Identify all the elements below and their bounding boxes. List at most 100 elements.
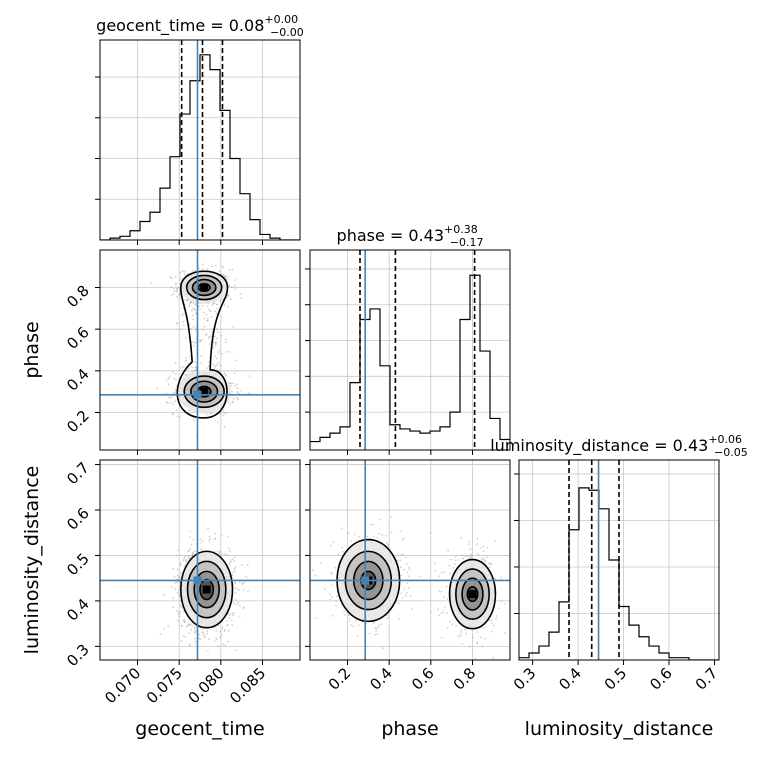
sample-point	[177, 574, 179, 577]
sample-point	[234, 279, 236, 281]
sample-point	[179, 564, 182, 566]
sample-point	[217, 351, 220, 354]
sample-point	[200, 548, 203, 551]
sample-point	[405, 592, 408, 594]
sample-point	[230, 619, 233, 622]
sample-point	[401, 597, 404, 599]
sample-point	[207, 337, 210, 340]
sample-point	[177, 619, 180, 622]
sample-point	[178, 593, 180, 596]
sample-point	[201, 539, 204, 542]
sample-point	[180, 366, 183, 369]
sample-point	[214, 640, 217, 643]
sample-point	[217, 645, 219, 647]
sample-point	[484, 637, 487, 640]
density-peak	[202, 585, 211, 594]
sample-point	[215, 312, 218, 315]
sample-point	[181, 270, 184, 273]
sample-point	[176, 554, 179, 557]
sample-point	[176, 415, 179, 418]
sample-point	[223, 273, 225, 276]
sample-point	[248, 375, 251, 377]
sample-point	[224, 275, 227, 278]
sample-point	[201, 263, 204, 266]
sample-point	[408, 568, 411, 570]
y-tick-label: 0.6	[63, 323, 93, 353]
title-value: phase = 0.43	[337, 226, 444, 245]
x-tick-label: 0.4	[555, 664, 585, 694]
sample-point	[165, 401, 168, 403]
sample-point	[344, 614, 346, 616]
sample-point	[177, 613, 180, 616]
sample-point	[194, 309, 197, 312]
sample-point	[228, 547, 230, 550]
sample-point	[199, 308, 201, 311]
y-axis-luminosity_distance: 0.3 0.4 0.5 0.6 0.7 luminosity_distance	[21, 459, 100, 670]
sample-point	[229, 382, 232, 385]
sample-point	[219, 550, 222, 553]
sample-point	[234, 566, 237, 569]
sample-point	[178, 293, 181, 296]
sample-point	[368, 632, 371, 635]
sample-point	[221, 628, 224, 630]
sample-point	[182, 324, 185, 327]
sample-point	[172, 596, 175, 599]
sample-point	[215, 629, 218, 632]
sample-point	[223, 425, 226, 428]
sample-point	[188, 355, 191, 357]
sample-point	[190, 629, 193, 631]
sample-point	[493, 577, 496, 580]
sample-point	[213, 302, 216, 305]
sample-point	[234, 587, 237, 590]
sample-point	[229, 550, 232, 553]
contour-level-0	[199, 578, 215, 601]
sample-point	[226, 294, 229, 297]
sample-point	[247, 590, 249, 593]
sample-point	[488, 566, 491, 569]
sample-point	[443, 606, 446, 608]
sample-point	[199, 538, 202, 541]
sample-point	[231, 268, 234, 271]
sample-point	[191, 370, 193, 373]
sample-point	[460, 631, 463, 633]
title-minus: −0.05	[714, 446, 748, 459]
sample-point	[504, 632, 506, 635]
sample-point	[174, 362, 177, 364]
sample-point	[163, 627, 166, 630]
sample-point	[476, 543, 478, 546]
sample-point	[232, 398, 235, 400]
sample-point	[225, 374, 227, 377]
sample-point	[189, 536, 192, 538]
sample-point	[189, 644, 191, 647]
sample-point	[167, 377, 170, 380]
sample-point	[447, 549, 449, 552]
sample-point	[337, 553, 340, 556]
sample-point	[167, 625, 170, 628]
sample-point	[227, 305, 229, 308]
sample-point	[176, 287, 179, 290]
sample-point	[454, 555, 457, 558]
sample-point	[221, 353, 223, 355]
sample-point	[229, 298, 232, 301]
sample-point	[175, 610, 178, 612]
sample-point	[468, 540, 471, 543]
sample-point	[194, 304, 197, 306]
sample-point	[226, 554, 229, 557]
sample-point	[242, 607, 245, 609]
sample-point	[232, 612, 235, 615]
sample-point	[199, 638, 202, 641]
sample-point	[234, 384, 237, 387]
y-tick-label: 0.5	[63, 550, 93, 580]
x-axis-luminosity_distance: 0.3 0.4 0.5 0.6 0.7 luminosity_distance	[510, 660, 721, 740]
sample-point	[194, 637, 196, 640]
sample-point	[240, 564, 243, 566]
sample-point	[490, 619, 493, 622]
sample-point	[210, 316, 213, 318]
sample-point	[401, 553, 404, 556]
sample-point	[374, 627, 377, 630]
contour-level-3	[448, 558, 497, 630]
sample-point	[237, 398, 239, 401]
sample-point	[190, 301, 193, 304]
sample-point	[180, 624, 183, 627]
